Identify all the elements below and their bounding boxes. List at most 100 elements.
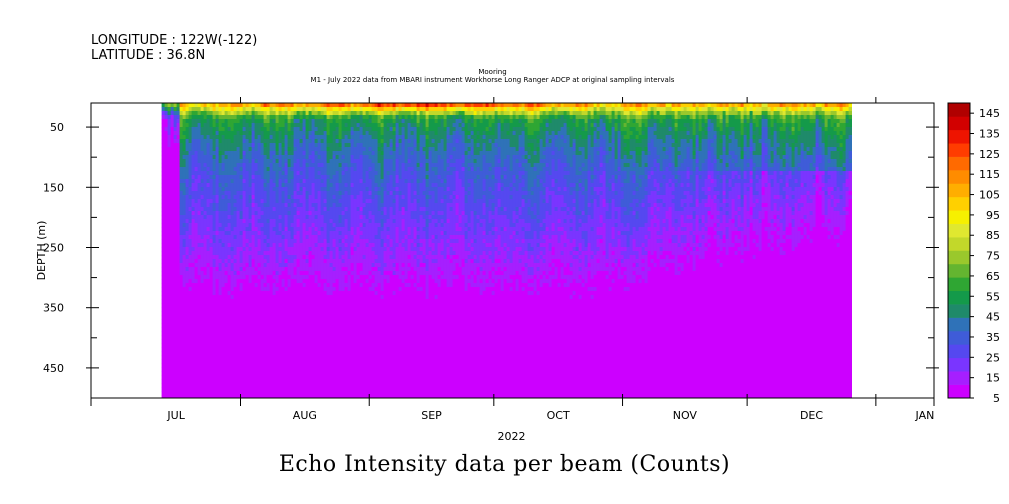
heatmap-cell xyxy=(305,331,309,336)
heatmap-cell xyxy=(281,219,285,224)
heatmap-cell xyxy=(200,327,204,332)
heatmap-cell xyxy=(248,363,252,368)
heatmap-cell xyxy=(353,151,357,156)
heatmap-cell xyxy=(350,175,354,180)
heatmap-cell xyxy=(245,239,249,244)
heatmap-cell xyxy=(290,383,294,388)
heatmap-cell xyxy=(227,371,231,376)
heatmap-cell xyxy=(326,227,330,232)
heatmap-cell xyxy=(296,291,300,296)
heatmap-cell xyxy=(188,131,192,136)
heatmap-cell xyxy=(269,347,273,352)
heatmap-cell xyxy=(221,235,225,240)
heatmap-cell xyxy=(176,115,180,120)
heatmap-cell xyxy=(350,131,354,136)
heatmap-cell xyxy=(197,147,201,152)
heatmap-cell xyxy=(248,147,252,152)
heatmap-cell xyxy=(353,355,357,360)
heatmap-cell xyxy=(323,103,327,108)
heatmap-cell xyxy=(341,123,345,128)
heatmap-cell xyxy=(281,131,285,136)
heatmap-cell xyxy=(251,159,255,164)
heatmap-cell xyxy=(290,271,294,276)
heatmap-cell xyxy=(230,279,234,284)
heatmap-cell xyxy=(236,223,240,228)
heatmap-cell xyxy=(323,159,327,164)
heatmap-cell xyxy=(233,275,237,280)
heatmap-cell xyxy=(290,323,294,328)
heatmap-cell xyxy=(326,391,330,396)
heatmap-cell xyxy=(266,259,270,264)
heatmap-cell xyxy=(353,227,357,232)
heatmap-cell xyxy=(320,107,324,112)
heatmap-cell xyxy=(362,235,366,240)
heatmap-cell xyxy=(347,143,351,148)
heatmap-cell xyxy=(338,223,342,228)
heatmap-cell xyxy=(242,115,246,120)
heatmap-cell xyxy=(329,199,333,204)
heatmap-cell xyxy=(314,127,318,132)
heatmap-cell xyxy=(281,215,285,220)
heatmap-cell xyxy=(353,207,357,212)
heatmap-cell xyxy=(254,115,258,120)
heatmap-cell xyxy=(302,131,306,136)
heatmap-cell xyxy=(203,147,207,152)
heatmap-cell xyxy=(338,107,342,112)
heatmap-cell xyxy=(191,195,195,200)
heatmap-cell xyxy=(275,131,279,136)
heatmap-cell xyxy=(191,291,195,296)
heatmap-cell xyxy=(221,211,225,216)
heatmap-cell xyxy=(341,375,345,380)
heatmap-cell xyxy=(242,291,246,296)
heatmap-cell xyxy=(335,355,339,360)
heatmap-cell xyxy=(311,347,315,352)
heatmap-cell xyxy=(185,111,189,116)
heatmap-cell xyxy=(278,203,282,208)
heatmap-cell xyxy=(242,195,246,200)
heatmap-cell xyxy=(266,391,270,396)
heatmap-cell xyxy=(185,367,189,372)
heatmap-cell xyxy=(260,283,264,288)
heatmap-cell xyxy=(323,163,327,168)
heatmap-cell xyxy=(245,207,249,212)
heatmap-cell xyxy=(203,343,207,348)
heatmap-cell xyxy=(251,251,255,256)
heatmap-cell xyxy=(344,275,348,280)
heatmap-cell xyxy=(236,147,240,152)
heatmap-cell xyxy=(263,155,267,160)
heatmap-cell xyxy=(185,323,189,328)
heatmap-cell xyxy=(236,335,240,340)
heatmap-cell xyxy=(332,263,336,268)
heatmap-cell xyxy=(347,223,351,228)
heatmap-cell xyxy=(242,391,246,396)
heatmap-cell xyxy=(344,251,348,256)
heatmap-cell xyxy=(341,351,345,356)
heatmap-cell xyxy=(167,259,171,264)
heatmap-cell xyxy=(170,235,174,240)
heatmap-cell xyxy=(359,275,363,280)
heatmap-cell xyxy=(167,319,171,324)
heatmap-cell xyxy=(218,383,222,388)
heatmap-cell xyxy=(329,327,333,332)
heatmap-cell xyxy=(290,303,294,308)
heatmap-cell xyxy=(170,175,174,180)
heatmap-cell xyxy=(266,383,270,388)
heatmap-cell xyxy=(302,251,306,256)
heatmap-cell xyxy=(230,379,234,384)
heatmap-cell xyxy=(326,335,330,340)
heatmap-cell xyxy=(287,331,291,336)
heatmap-cell xyxy=(161,303,165,308)
heatmap-cell xyxy=(347,307,351,312)
heatmap-cell xyxy=(206,275,210,280)
heatmap-cell xyxy=(320,383,324,388)
heatmap-cell xyxy=(296,263,300,268)
heatmap-cell xyxy=(323,319,327,324)
heatmap-cell xyxy=(344,387,348,392)
heatmap-cell xyxy=(281,295,285,300)
heatmap-cell xyxy=(350,263,354,268)
heatmap-cell xyxy=(317,231,321,236)
heatmap-cell xyxy=(302,147,306,152)
heatmap-cell xyxy=(320,283,324,288)
heatmap-cell xyxy=(308,271,312,276)
heatmap-cell xyxy=(179,327,183,332)
